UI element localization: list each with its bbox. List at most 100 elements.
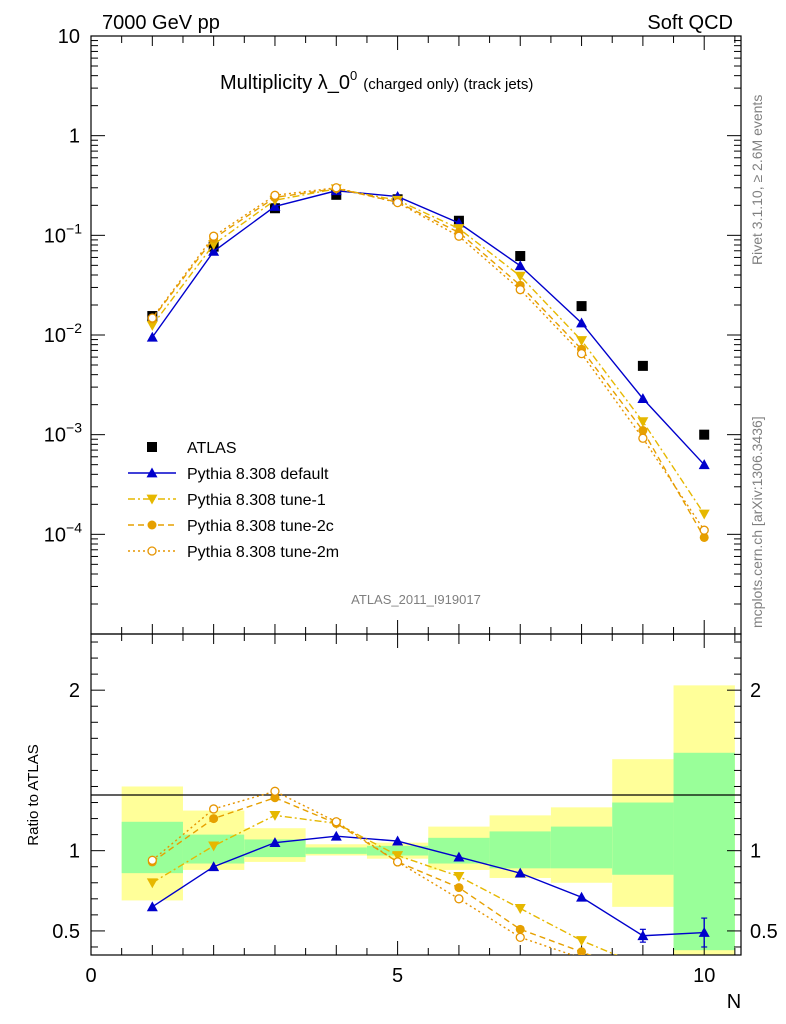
ratio-point-default xyxy=(453,851,465,862)
legend-label-tune2c: Pythia 8.308 tune-2c xyxy=(187,518,334,535)
header-left: 7000 GeV pp xyxy=(102,12,220,34)
title-small: (charged only) (track jets) xyxy=(363,76,533,93)
point-tune2m xyxy=(270,190,280,200)
legend-marker-default xyxy=(146,467,158,478)
ratio-y-tick-label: 0.5 xyxy=(52,921,80,943)
header-right: Soft QCD xyxy=(647,12,733,34)
band-inner xyxy=(550,826,613,869)
ratio-y-tick-label-right: 1 xyxy=(750,841,761,863)
point-default xyxy=(269,200,281,211)
main-title: Multiplicity λ_00 (charged only) (track j… xyxy=(220,68,533,94)
title-main: Multiplicity λ_0 xyxy=(220,72,350,94)
point-tune1 xyxy=(698,509,710,520)
ratio-point-tune2m xyxy=(147,855,157,865)
ratio-point-default xyxy=(392,835,404,846)
legend-marker-tune1 xyxy=(146,494,158,505)
band-inner xyxy=(612,802,674,875)
analysis-watermark: ATLAS_2011_I919017 xyxy=(351,592,481,607)
ratio-point-tune2m xyxy=(700,990,708,998)
point-default xyxy=(208,245,220,256)
ratio-line-tune2m xyxy=(151,790,575,955)
ratio-y-tick-label: 2 xyxy=(69,680,80,702)
ratio-y-tick-label-right: 0.5 xyxy=(750,921,778,943)
point-data xyxy=(699,429,710,440)
point-tune2m xyxy=(392,197,403,208)
point-default xyxy=(514,260,526,271)
ratio-point-tune1 xyxy=(637,962,648,972)
x-tick-label: 10 xyxy=(693,965,715,987)
ratio-point-tune2m xyxy=(270,786,280,796)
point-tune1 xyxy=(208,240,220,250)
ratio-point-default xyxy=(698,927,710,937)
ratio-point-tune1 xyxy=(514,904,526,914)
point-default xyxy=(698,459,710,470)
ratio-series-group xyxy=(146,786,710,1001)
y-tick-label: 10−2 xyxy=(44,320,82,347)
ratio-y-tick-label-right: 2 xyxy=(750,680,761,702)
ratio-point-tune2c xyxy=(700,992,709,1001)
point-tune2c xyxy=(699,532,709,542)
ratio-point-tune2c xyxy=(577,947,587,955)
point-tune1 xyxy=(514,271,526,282)
ratio-point-tune2m xyxy=(578,953,585,955)
ratio-line-default xyxy=(151,835,705,937)
mcplots-label: mcplots.cern.ch [arXiv:1306.3436] xyxy=(749,416,765,628)
y-tick-label: 10−3 xyxy=(44,420,82,447)
ratio-line-tune2c xyxy=(151,796,592,955)
ratio-point-tune2m xyxy=(639,977,647,985)
title-superscript: 0 xyxy=(350,68,357,83)
point-tune2m xyxy=(454,231,464,241)
legend-marker-data xyxy=(147,442,157,452)
series-line-tune2c xyxy=(151,187,705,538)
band-inner xyxy=(489,831,551,869)
legend-label-tune1: Pythia 8.308 tune-1 xyxy=(187,492,326,509)
ratio-point-default xyxy=(208,861,220,872)
ratio-point-tune2c xyxy=(270,793,280,803)
ratio-uncertainty-bands xyxy=(121,685,735,955)
ratio-point-tune2m xyxy=(515,932,525,942)
point-default xyxy=(576,317,588,328)
point-tune2m xyxy=(208,231,219,241)
legend: ATLAS Pythia 8.308 default Pythia 8.308 tu… xyxy=(128,440,339,561)
ratio-point-tune2m xyxy=(454,894,464,904)
ratio-point-default xyxy=(514,867,526,878)
point-tune2m xyxy=(699,525,709,535)
legend-marker-tune2c xyxy=(147,520,157,530)
y-tick-label: 10−4 xyxy=(44,519,82,546)
legend-label-data: ATLAS xyxy=(187,440,237,457)
ratio-point-tune1 xyxy=(576,936,588,947)
y-tick-label: 10−1 xyxy=(44,220,82,247)
series-line-default xyxy=(151,190,705,466)
point-tune2m xyxy=(147,313,157,323)
x-axis-label: N xyxy=(727,991,741,1013)
legend-marker-tune2m xyxy=(147,546,157,556)
rivet-label: Rivet 3.1.10, ≥ 2.6M events xyxy=(749,95,765,265)
ratio-y-axis-label: Ratio to ATLAS xyxy=(25,744,42,845)
point-tune2m xyxy=(576,348,587,359)
point-tune1 xyxy=(146,320,158,331)
point-data xyxy=(515,251,526,262)
ratio-point-tune2c xyxy=(515,924,525,934)
series-line-tune1 xyxy=(151,188,705,515)
band-inner xyxy=(305,847,367,854)
ratio-point-tune2c xyxy=(638,971,647,980)
point-tune1 xyxy=(576,336,588,347)
legend-label-tune2m: Pythia 8.308 tune-2m xyxy=(187,544,339,561)
ratio-point-tune1 xyxy=(453,871,465,882)
ratio-point-default xyxy=(269,837,281,848)
ratio-point-tune2c xyxy=(454,883,464,893)
ratio-point-tune1 xyxy=(269,810,281,821)
x-tick-label: 5 xyxy=(392,965,403,987)
x-tick-label: 0 xyxy=(85,965,96,987)
axes: 0 5 10 10 1 10−1 10−2 10−3 10−4 0.5 0.5 1 1 2 2 xyxy=(44,26,778,987)
main-series-group xyxy=(146,183,710,542)
point-tune2c xyxy=(638,426,648,436)
point-tune1 xyxy=(637,417,649,428)
ratio-point-tune1 xyxy=(146,878,158,889)
point-tune2m xyxy=(515,285,525,295)
ratio-point-default xyxy=(576,891,588,902)
series-line-tune2m xyxy=(151,187,705,531)
ratio-point-tune2m xyxy=(392,857,403,867)
ratio-point-tune2m xyxy=(208,804,219,814)
